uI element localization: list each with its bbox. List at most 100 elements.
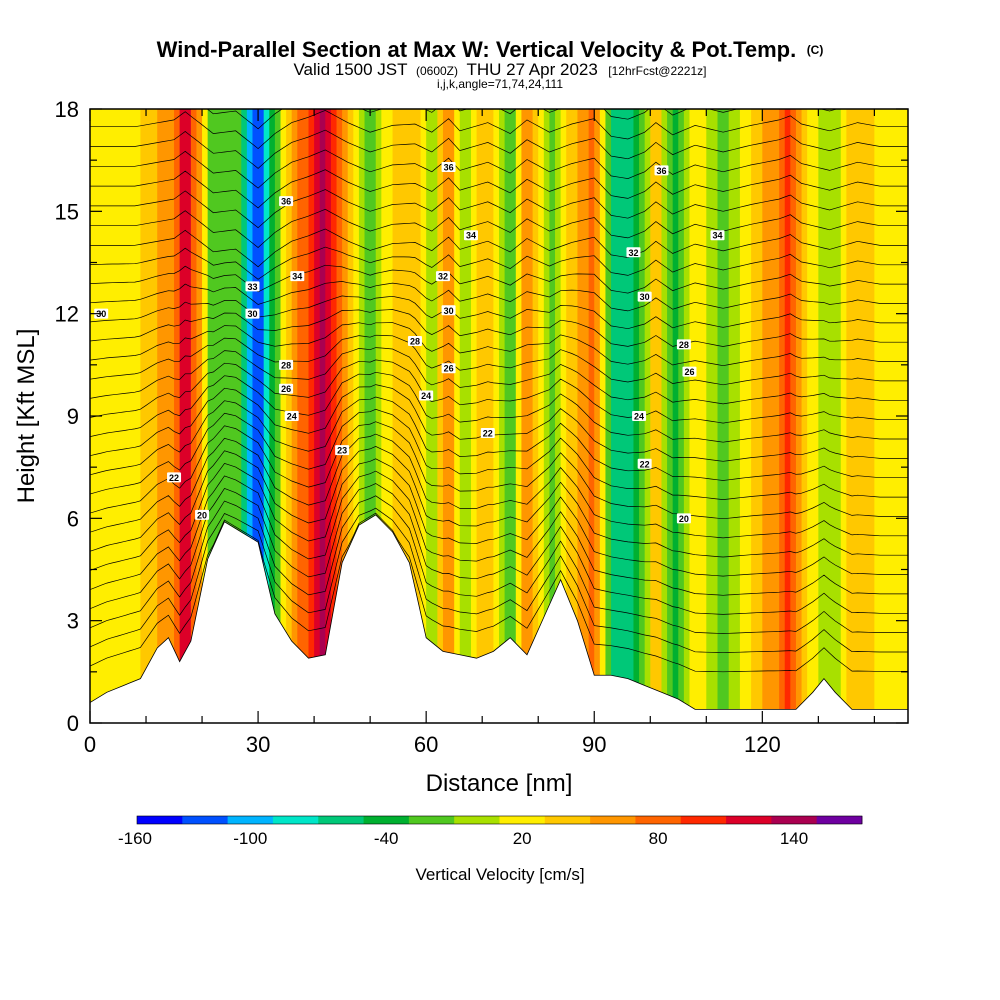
velocity-cell — [784, 109, 791, 723]
theta-isoline — [90, 208, 908, 248]
velocity-cell — [202, 109, 209, 723]
svg-text:32: 32 — [438, 272, 448, 282]
velocity-cell — [891, 109, 898, 723]
velocity-cell — [667, 109, 674, 723]
velocity-cell — [409, 109, 416, 723]
colorbar-swatch — [454, 816, 500, 824]
velocity-cell — [336, 109, 343, 723]
colorbar-swatch — [272, 816, 319, 824]
theta-isoline — [90, 470, 908, 596]
svg-text:34: 34 — [292, 272, 302, 282]
velocity-cell — [695, 109, 702, 723]
y-tick-label: 15 — [55, 199, 79, 224]
contour-label: 24 — [419, 390, 434, 401]
colorbar-title: Vertical Velocity [cm/s] — [415, 865, 584, 884]
colorbar-swatch — [726, 816, 772, 824]
x-tick-label: 0 — [84, 732, 96, 757]
colorbar-swatch — [408, 816, 455, 824]
velocity-cell — [846, 109, 853, 723]
contour-label: 26 — [441, 363, 456, 374]
velocity-cell — [863, 109, 870, 723]
velocity-cell — [358, 109, 366, 723]
contour-label: 34 — [290, 271, 305, 282]
velocity-cell — [319, 109, 326, 723]
y-tick-label: 0 — [67, 711, 79, 736]
velocity-cell — [734, 109, 741, 723]
colorbar-swatch — [771, 816, 818, 824]
contour-label: 28 — [676, 339, 691, 350]
velocity-cell — [527, 109, 534, 723]
colorbar-label: 140 — [780, 829, 808, 848]
velocity-cell — [807, 109, 814, 723]
velocity-cell — [689, 109, 696, 723]
theta-isoline — [90, 295, 908, 330]
colorbar: -160 -100 -40 20 80 140 — [118, 815, 863, 848]
contour-label: 28 — [279, 359, 294, 370]
y-tick-label: 9 — [67, 404, 79, 429]
velocity-cell — [364, 109, 371, 723]
velocity-cell — [655, 109, 663, 723]
velocity-cell — [678, 109, 685, 723]
velocity-cell — [353, 109, 360, 723]
velocity-cell — [644, 109, 651, 723]
velocity-cell — [241, 109, 248, 723]
velocity-cell — [342, 109, 349, 723]
velocity-cell — [700, 109, 707, 723]
colorbar-swatch — [227, 816, 274, 824]
velocity-cell — [224, 109, 231, 723]
velocity-cell — [611, 109, 618, 723]
velocity-cell — [106, 109, 114, 723]
contour-label: 26 — [279, 383, 294, 394]
velocity-cell — [829, 109, 836, 723]
velocity-cell — [627, 109, 635, 723]
velocity-cell — [263, 109, 270, 723]
contour-label: 22 — [167, 472, 182, 483]
theta-isoline — [90, 309, 908, 347]
theta-isoline — [90, 507, 908, 654]
contour-label: 34 — [710, 230, 725, 241]
velocity-cell — [151, 109, 158, 723]
theta-isoline — [90, 189, 908, 229]
contour-label: 32 — [435, 271, 450, 282]
velocity-cell — [801, 109, 808, 723]
theta-isoline — [90, 169, 908, 209]
velocity-cell — [717, 109, 724, 723]
velocity-cell — [818, 109, 825, 723]
svg-text:32: 32 — [628, 248, 638, 258]
theta-isoline — [90, 322, 908, 367]
velocity-cell — [426, 109, 433, 723]
velocity-cell — [258, 109, 265, 723]
theta-isoline — [90, 408, 908, 500]
velocity-cell — [499, 109, 506, 723]
velocity-cell — [437, 109, 444, 723]
svg-text:26: 26 — [684, 367, 694, 377]
colorbar-label: -160 — [118, 829, 152, 848]
velocity-cell — [532, 109, 539, 723]
colorbar-swatch — [816, 816, 863, 824]
svg-text:23: 23 — [337, 446, 347, 456]
y-tick-label: 12 — [55, 302, 79, 327]
x-tick-label: 60 — [414, 732, 438, 757]
velocity-cell — [375, 109, 382, 723]
velocity-cell — [207, 109, 214, 723]
velocity-cell — [588, 109, 595, 723]
theta-isoline — [90, 495, 908, 634]
velocity-cell — [196, 109, 203, 723]
velocity-cell — [190, 109, 198, 723]
colorbar-swatch — [363, 816, 410, 824]
velocity-cell — [465, 109, 472, 723]
velocity-cell — [515, 109, 523, 723]
velocity-cell — [723, 109, 730, 723]
velocity-cell — [650, 109, 657, 723]
contour-label: 34 — [463, 230, 478, 241]
colorbar-label: 80 — [649, 829, 668, 848]
velocity-cell — [599, 109, 607, 723]
velocity-cell — [756, 109, 763, 723]
contour-label: 22 — [637, 458, 652, 469]
velocity-cell — [112, 109, 119, 723]
velocity-cell — [605, 109, 612, 723]
contour-label: 30 — [245, 308, 260, 319]
velocity-cell — [123, 109, 130, 723]
velocity-cell — [442, 109, 450, 723]
svg-text:30: 30 — [640, 292, 650, 302]
